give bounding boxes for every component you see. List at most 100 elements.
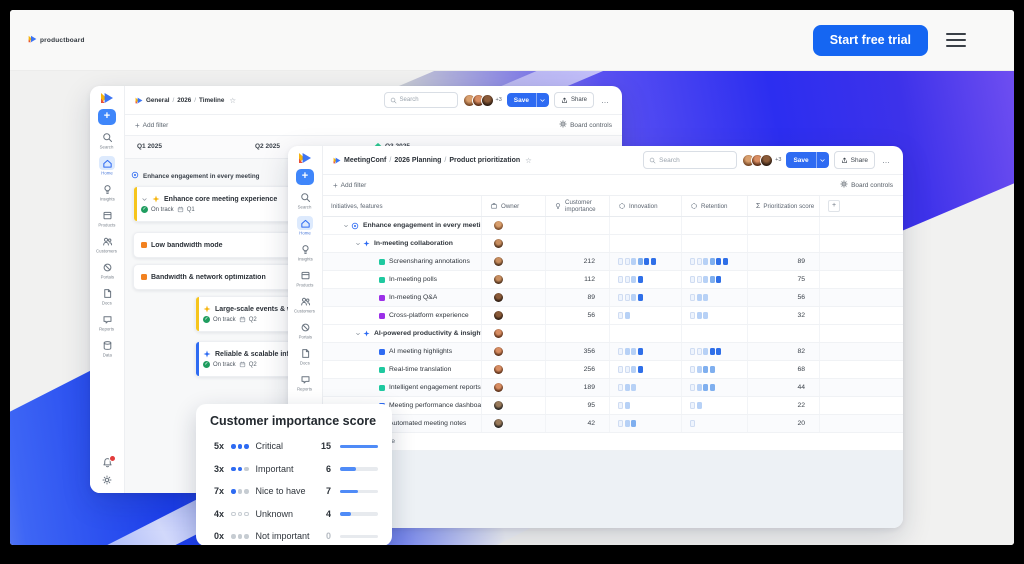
table-row[interactable]: Screensharing annotations 212 89 — [323, 253, 903, 271]
breadcrumb-item[interactable]: General — [146, 96, 170, 104]
innovation-cell[interactable] — [609, 415, 681, 432]
add-column-button[interactable]: + — [828, 200, 840, 212]
table-row[interactable]: In-meeting collaboration — [323, 235, 903, 253]
board-controls-button[interactable]: Board controls — [559, 120, 612, 130]
retention-cell[interactable] — [681, 253, 747, 270]
retention-cell[interactable] — [681, 235, 747, 252]
save-dropdown-chevron[interactable] — [535, 93, 549, 107]
table-row[interactable]: Real-time translation 256 68 — [323, 361, 903, 379]
save-button[interactable]: Save — [506, 93, 549, 107]
search-input[interactable]: Search — [383, 92, 458, 108]
customer-importance-cell[interactable]: 95 — [545, 397, 609, 414]
retention-cell[interactable] — [681, 289, 747, 306]
table-row[interactable]: Meeting performance dashboards 95 22 — [323, 397, 903, 415]
notifications-bell-icon[interactable] — [102, 455, 116, 468]
sidebar-item-search[interactable]: Search — [92, 130, 122, 151]
retention-cell[interactable] — [681, 397, 747, 414]
innovation-cell[interactable] — [609, 361, 681, 378]
column-header-4[interactable]: Retention — [681, 196, 747, 216]
customer-importance-cell[interactable]: 56 — [545, 307, 609, 324]
breadcrumb-item[interactable]: MeetingConf — [344, 156, 387, 164]
sidebar-item-home[interactable]: Home — [290, 216, 320, 237]
innovation-cell[interactable] — [609, 289, 681, 306]
customer-importance-cell[interactable]: 256 — [545, 361, 609, 378]
sidebar-item-products[interactable]: Products — [92, 208, 122, 229]
start-free-trial-button[interactable]: Start free trial — [812, 24, 928, 56]
customer-importance-cell[interactable]: 212 — [545, 253, 609, 270]
table-row[interactable]: In-meeting polls 112 75 — [323, 271, 903, 289]
save-dropdown-chevron[interactable] — [815, 152, 829, 168]
retention-cell[interactable] — [681, 307, 747, 324]
sidebar-item-portals[interactable]: Portals — [92, 260, 122, 281]
chevron-down-icon[interactable] — [355, 241, 361, 247]
more-menu-button[interactable]: … — [882, 155, 891, 165]
sidebar-item-reports[interactable]: Reports — [290, 372, 320, 393]
retention-cell[interactable] — [681, 343, 747, 360]
innovation-cell[interactable] — [609, 253, 681, 270]
customer-importance-cell[interactable]: 42 — [545, 415, 609, 432]
column-header-5[interactable]: Σ Prioritization score — [747, 196, 819, 216]
sidebar-item-reports[interactable]: Reports — [92, 312, 122, 333]
retention-cell[interactable] — [681, 325, 747, 342]
add-filter-button[interactable]: + Add filter — [135, 120, 169, 130]
retention-cell[interactable] — [681, 379, 747, 396]
sidebar-item-customers[interactable]: Customers — [290, 294, 320, 315]
table-row[interactable]: Intelligent engagement reports 189 44 — [323, 379, 903, 397]
retention-cell[interactable] — [681, 217, 747, 234]
share-button[interactable]: Share — [833, 151, 875, 169]
column-header-3[interactable]: Innovation — [609, 196, 681, 216]
customer-importance-cell[interactable] — [545, 217, 609, 234]
chevron-down-icon[interactable] — [141, 196, 148, 203]
sidebar-item-home[interactable]: Home — [92, 156, 122, 177]
board-controls-button[interactable]: Board controls — [840, 180, 893, 190]
column-header-0[interactable]: Initiatives, features — [323, 196, 481, 216]
innovation-cell[interactable] — [609, 235, 681, 252]
productboard-logo[interactable]: productboard — [28, 35, 85, 45]
more-menu-button[interactable]: … — [601, 95, 610, 105]
sidebar-item-products[interactable]: Products — [290, 268, 320, 289]
timeline-objective-row[interactable]: Enhance engagement in every meeting — [131, 171, 260, 181]
breadcrumb-item[interactable]: Timeline — [198, 96, 225, 104]
retention-cell[interactable] — [681, 271, 747, 288]
table-row[interactable]: Automated meeting notes 42 20 — [323, 415, 903, 433]
save-button[interactable]: Save — [786, 152, 829, 168]
sidebar-item-portals[interactable]: Portals — [290, 320, 320, 341]
retention-cell[interactable] — [681, 361, 747, 378]
breadcrumb-item[interactable]: 2026 — [177, 96, 192, 104]
table-row[interactable]: AI meeting highlights 356 82 — [323, 343, 903, 361]
sidebar-item-customers[interactable]: Customers — [92, 234, 122, 255]
chevron-down-icon[interactable] — [343, 223, 349, 229]
customer-importance-cell[interactable]: 112 — [545, 271, 609, 288]
column-header-2[interactable]: Customer importance — [545, 196, 609, 216]
create-button[interactable]: + — [296, 169, 314, 185]
menu-icon[interactable] — [946, 32, 966, 48]
sidebar-item-docs[interactable]: Docs — [290, 346, 320, 367]
innovation-cell[interactable] — [609, 325, 681, 342]
column-header-1[interactable]: Owner — [481, 196, 545, 216]
sidebar-item-data[interactable]: Data — [92, 338, 122, 359]
innovation-cell[interactable] — [609, 307, 681, 324]
breadcrumb[interactable]: MeetingConf/2026 Planning / Product priori… — [333, 156, 532, 165]
innovation-cell[interactable] — [609, 271, 681, 288]
add-filter-button[interactable]: + Add filter — [333, 180, 367, 190]
settings-gear-icon[interactable] — [102, 475, 112, 485]
innovation-cell[interactable] — [609, 217, 681, 234]
create-button[interactable]: + — [98, 109, 116, 125]
chevron-down-icon[interactable] — [355, 331, 361, 337]
column-header-6[interactable]: + — [819, 196, 903, 216]
share-button[interactable]: Share — [553, 92, 594, 108]
breadcrumb-item[interactable]: 2026 Planning — [394, 156, 442, 164]
sidebar-item-insights[interactable]: Insights — [290, 242, 320, 263]
innovation-cell[interactable] — [609, 343, 681, 360]
breadcrumb-item[interactable]: Product prioritization — [449, 156, 521, 164]
sidebar-item-search[interactable]: Search — [290, 190, 320, 211]
customer-importance-cell[interactable] — [545, 235, 609, 252]
innovation-cell[interactable] — [609, 397, 681, 414]
table-row[interactable]: Cross-platform experience 56 32 — [323, 307, 903, 325]
customer-importance-cell[interactable]: 189 — [545, 379, 609, 396]
innovation-cell[interactable] — [609, 379, 681, 396]
table-row[interactable]: In-meeting Q&A 89 56 — [323, 289, 903, 307]
retention-cell[interactable] — [681, 415, 747, 432]
table-row[interactable]: Enhance engagement in every meeting — [323, 217, 903, 235]
breadcrumb[interactable]: General/2026/Timeline ☆ — [135, 96, 236, 105]
